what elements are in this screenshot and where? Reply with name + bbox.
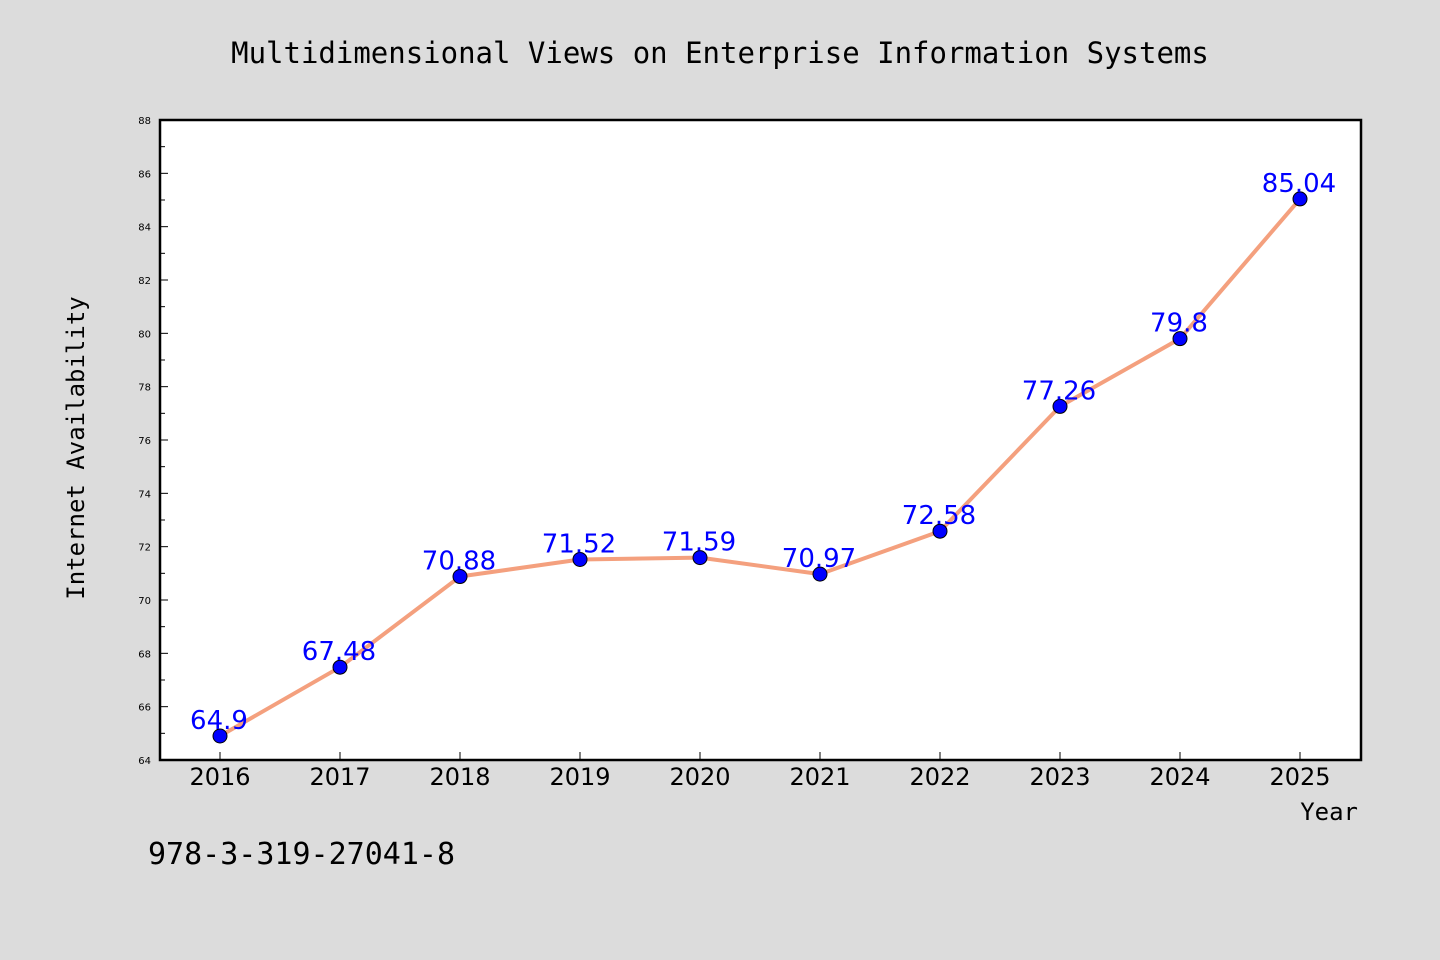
y-tick-label: 72 [138,543,151,554]
x-tick-label: 2020 [669,763,730,791]
data-point [332,659,348,675]
x-tick-label: 2016 [189,763,250,791]
data-label: 77.26 [1022,376,1096,406]
x-tick-label: 2019 [549,763,610,791]
series-group [212,191,1308,744]
y-tick-label: 80 [138,329,151,340]
data-label: 85.04 [1262,169,1336,199]
data-point [212,728,228,744]
x-tick-label: 2023 [1029,763,1090,791]
y-axis-ticks: 64 66 68 70 72 74 76 78 80 82 84 86 88 [138,116,168,767]
data-label: 70.88 [422,547,496,577]
y-tick-label: 82 [138,276,151,287]
y-tick-label: 64 [138,756,151,767]
data-point [1172,331,1188,347]
data-label: 70.97 [782,544,856,574]
x-tick-label: 2021 [789,763,850,791]
chart-title: Multidimensional Views on Enterprise Inf… [231,36,1209,70]
data-point [692,550,708,566]
data-label: 79.8 [1150,309,1208,339]
y-tick-label: 84 [138,223,151,234]
data-labels-group: 64.9 67.48 70.88 71.52 71.59 70.97 72.58 77.26 7… [190,169,1336,736]
y-axis-label: Internet Availability [62,296,90,599]
data-label: 71.59 [662,528,736,558]
x-tick-label: 2018 [429,763,490,791]
y-tick-label: 76 [138,436,151,447]
y-tick-label: 70 [138,596,151,607]
x-tick-label: 2025 [1269,763,1330,791]
x-tick-label: 2024 [1149,763,1210,791]
x-tick-label: 2022 [909,763,970,791]
x-axis-label: Year [1300,798,1358,826]
data-label: 72.58 [902,501,976,531]
y-tick-label: 78 [138,383,151,394]
y-tick-label: 66 [138,703,151,714]
y-tick-label: 74 [138,489,151,500]
data-point [932,523,948,539]
isbn-footer: 978-3-319-27041-8 [148,837,455,872]
y-tick-label: 68 [138,649,151,660]
data-point [452,569,468,585]
x-axis-ticks: 2016 2017 2018 2019 2020 2021 2022 2023 2024 2025 [189,752,1331,791]
y-tick-label: 86 [138,169,151,180]
data-point [1052,398,1068,414]
x-tick-label: 2017 [309,763,370,791]
series-line [218,196,1302,738]
data-point [812,566,828,582]
data-label: 71.52 [542,529,616,559]
data-label: 67.48 [302,637,376,667]
y-tick-label: 88 [138,116,151,127]
data-point [1292,191,1308,207]
data-label: 64.9 [190,706,248,736]
data-point [572,551,588,567]
